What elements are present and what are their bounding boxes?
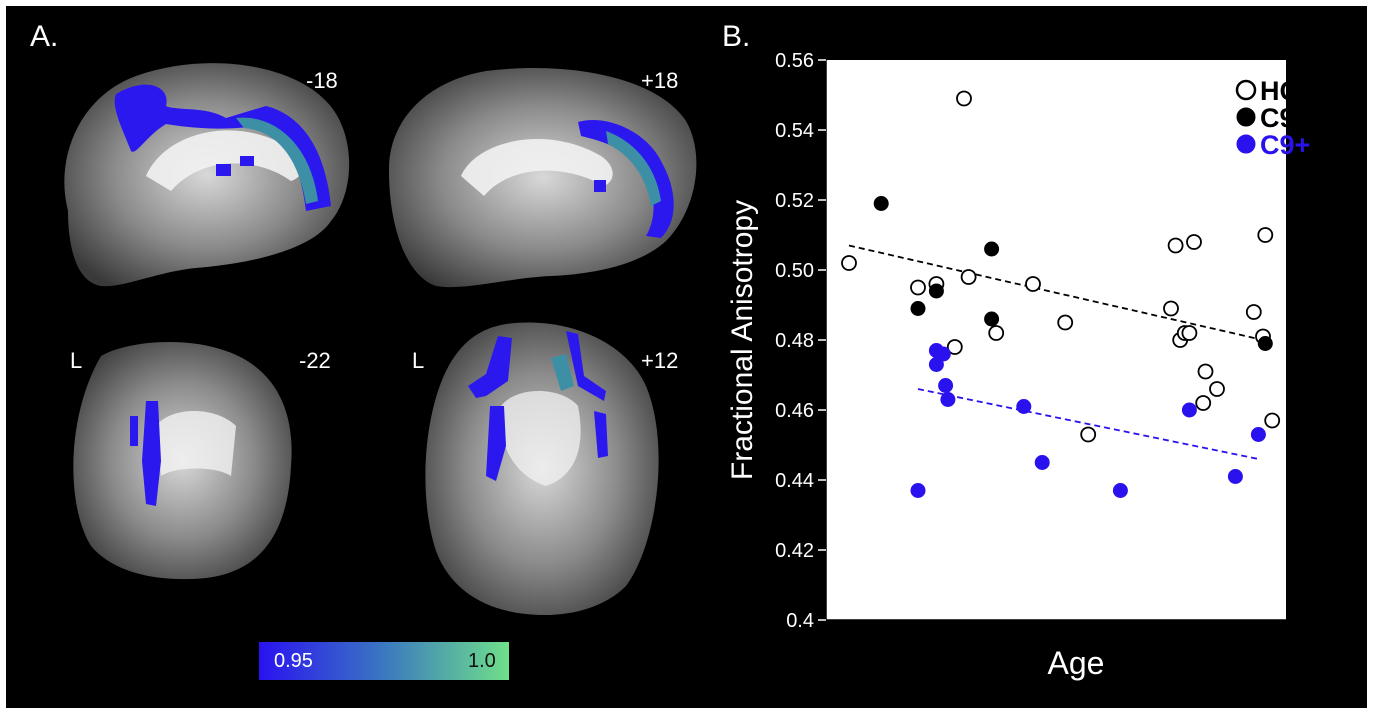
- data-point: [1257, 227, 1274, 243]
- data-point: [956, 90, 972, 107]
- axial-slice: [425, 322, 659, 616]
- data-point: [1034, 455, 1050, 470]
- data-point: [841, 255, 857, 271]
- legend-marker: [1235, 79, 1257, 101]
- slice-coord-label: +12: [641, 348, 679, 373]
- slice-coord-label: -22: [299, 348, 331, 373]
- panel-a-label: A.: [30, 20, 59, 53]
- data-point: [873, 196, 889, 211]
- data-point: [1197, 363, 1214, 380]
- data-point: [1163, 300, 1179, 317]
- data-point: [910, 483, 926, 498]
- data-point: [1080, 426, 1097, 443]
- data-point: [1250, 427, 1266, 442]
- data-point: [984, 241, 1000, 257]
- legend-marker: [1236, 107, 1256, 127]
- data-point: [1057, 314, 1074, 331]
- data-point: [1181, 402, 1197, 418]
- data-point: [1167, 237, 1184, 254]
- legend-marker: [1236, 134, 1256, 154]
- panel-b-label: B.: [722, 20, 751, 53]
- coronal-slice: [73, 341, 292, 580]
- legend-label: HC: [1260, 76, 1299, 106]
- scatter-chart: 0.4 0.42 0.44 0.46 0.48 0.50 0.52 0.54 0.56 Fract…: [726, 50, 1310, 681]
- panel-a: A.: [6, 6, 706, 708]
- y-tick-label: 0.4: [786, 610, 814, 632]
- side-label: L: [412, 348, 425, 373]
- side-label: L: [70, 348, 83, 373]
- colorbar-max-label: 1.0: [468, 650, 496, 672]
- brain-slices-image: [64, 63, 697, 616]
- data-point: [910, 279, 926, 296]
- colorbar-min-label: 0.95: [274, 650, 313, 672]
- trendline: [848, 244, 1264, 341]
- y-tick-label: 0.54: [775, 120, 814, 142]
- y-axis-label: Fractional Anisotropy: [726, 200, 759, 480]
- trendline: [917, 388, 1259, 460]
- y-tick-label: 0.52: [775, 190, 814, 212]
- data-point: [928, 283, 944, 299]
- data-point: [1025, 276, 1041, 292]
- slice-coord-label: +18: [641, 68, 679, 93]
- data-point: [1016, 399, 1032, 414]
- data-point: [1186, 234, 1202, 250]
- data-point: [1245, 304, 1262, 320]
- y-tick-label: 0.56: [775, 50, 814, 72]
- legend-label: C9+: [1260, 130, 1310, 160]
- data-point: [946, 339, 963, 355]
- data-point: [1209, 381, 1225, 397]
- x-axis-label: Age: [1048, 645, 1105, 681]
- data-point: [984, 311, 1000, 327]
- data-point: [940, 392, 956, 407]
- data-point: [1181, 325, 1198, 341]
- sagittal-slice-right: [388, 68, 697, 288]
- legend-label: C9-: [1260, 103, 1304, 133]
- sagittal-slice-left: [64, 63, 350, 287]
- data-point: [910, 301, 926, 316]
- data-point: [1264, 412, 1281, 429]
- y-tick-label: 0.46: [775, 400, 814, 422]
- colorbar: [259, 642, 509, 680]
- data-point: [1257, 336, 1273, 351]
- plot-area: [826, 60, 1286, 620]
- data-point: [1112, 483, 1128, 498]
- data-point: [988, 325, 1005, 341]
- y-tick-label: 0.50: [775, 260, 814, 282]
- figure-frame: A.: [6, 6, 1367, 708]
- data-point: [935, 346, 951, 362]
- data-point: [938, 378, 954, 393]
- data-point: [1195, 395, 1212, 411]
- panel-b: B. 0.4 0.42 0.44 0.46 0.48 0.50 0.52 0.54 0.56 Fr…: [706, 6, 1367, 708]
- data-point: [960, 269, 977, 285]
- data-point: [1227, 469, 1243, 484]
- data-point: [928, 357, 944, 372]
- y-tick-label: 0.44: [775, 470, 814, 492]
- slice-coord-label: -18: [306, 68, 338, 93]
- y-tick-label: 0.42: [775, 540, 814, 562]
- y-tick-label: 0.48: [775, 330, 814, 352]
